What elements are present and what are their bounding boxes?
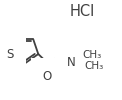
Text: CH₃: CH₃ [84, 61, 104, 71]
Text: CH₃: CH₃ [82, 50, 101, 60]
Text: O: O [42, 70, 52, 83]
Text: S: S [6, 48, 14, 61]
Text: HCl: HCl [70, 4, 95, 19]
Text: N: N [66, 56, 75, 69]
